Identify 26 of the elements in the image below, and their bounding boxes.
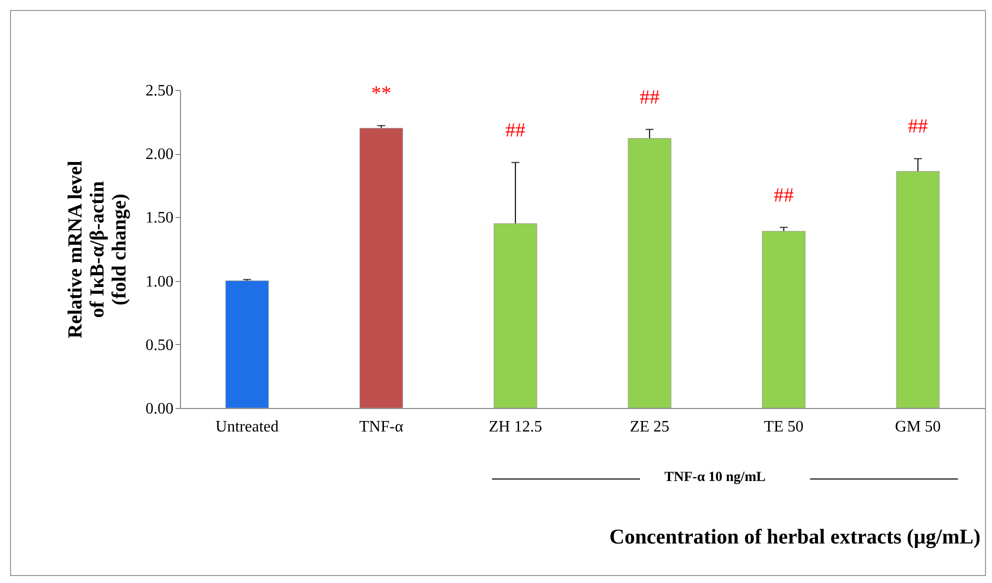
y-axis-title: Relative mRNA level of IκB-α/β-actin (fold change) xyxy=(64,160,130,338)
y-tick-label: 0.50 xyxy=(146,336,174,354)
bar xyxy=(896,171,940,408)
bar xyxy=(628,138,672,408)
y-tick-label: 1.00 xyxy=(146,273,174,290)
y-tick-label: 1.50 xyxy=(146,210,174,227)
bar xyxy=(360,128,403,408)
x-tick-label: TE 50 xyxy=(764,418,804,436)
x-tick-label: ZE 25 xyxy=(630,418,670,436)
y-tick-label: 0.00 xyxy=(146,400,174,418)
annotation: ## xyxy=(505,120,526,142)
x-tick-label: GM 50 xyxy=(895,418,941,436)
x-tick-label: ZH 12.5 xyxy=(488,418,542,436)
bar xyxy=(225,280,269,408)
x-axis-title: Concentration of herbal extracts (μg/mL) xyxy=(609,524,980,548)
annotation: ## xyxy=(640,86,660,108)
x-tick-label: TNF-α xyxy=(359,418,404,436)
text: TNF-α 10 ng/mL xyxy=(663,470,767,486)
annotation: ## xyxy=(908,116,928,138)
x-tick-label: Untreated xyxy=(216,418,279,436)
annotation: ## xyxy=(774,184,794,206)
y-tick-label: 2.50 xyxy=(146,82,174,100)
annotation: ** xyxy=(371,82,392,105)
bar xyxy=(762,230,806,408)
bar xyxy=(494,223,538,408)
y-tick-label: 2.00 xyxy=(146,146,174,164)
